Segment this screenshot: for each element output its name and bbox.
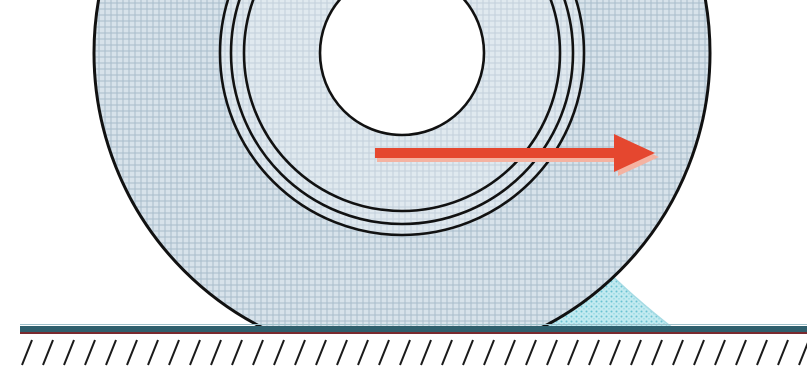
ground-hatch [21,339,807,366]
ground-hatch-mark [357,339,369,366]
ground-hatch-mark [21,339,33,366]
ground-hatch-mark [735,339,747,366]
ground-hatch-mark [168,339,180,366]
ground-hatch-mark [798,342,807,366]
ground-hatch-mark [693,339,705,366]
wheel-ring-outer [218,0,586,237]
ground-hatch-mark [609,339,621,366]
ground-hatch-mark [462,339,474,366]
wheel-ring-inner [242,0,562,213]
ground-hatch-mark [63,339,75,366]
ground-hatch-mark [756,339,768,366]
motion-arrow [375,134,659,176]
ground-hatch-mark [210,339,222,366]
wheel [92,0,712,329]
ground-hatch-mark [546,339,558,366]
ground-hatch-mark [714,339,726,366]
ground-hatch-mark [105,339,117,366]
ground-hatch-mark [42,339,54,366]
ground-hatch-mark [399,339,411,366]
ground-hatch-mark [147,339,159,366]
ground-hatch-mark [567,339,579,366]
wheel-ring-middle [229,0,575,226]
ground-surface [20,324,807,334]
ground-hatch-mark [252,339,264,366]
ground-hatch-mark [336,339,348,366]
ground-hatch-mark [273,339,285,366]
ground-hatch-mark [231,339,243,366]
ground-hatch-mark [315,339,327,366]
ground-hatch-mark [189,339,201,366]
ground-hatch-mark [294,339,306,366]
ground-hatch-mark [84,339,96,366]
ground-hatch-mark [777,339,789,366]
ground-hatch-mark [441,339,453,366]
ground-hatch-mark [483,339,495,366]
ground-hatch-mark [630,339,642,366]
ground-hatch-mark [126,339,138,366]
wheel-hub [318,0,486,137]
ground-hatch-mark [525,339,537,366]
ground-hatch-mark [651,339,663,366]
ground-hatch-mark [378,339,390,366]
ground-hatch-mark [672,339,684,366]
ground-hatch-mark [420,339,432,366]
ground-hatch-mark [504,339,516,366]
ground-hatch-mark [588,339,600,366]
